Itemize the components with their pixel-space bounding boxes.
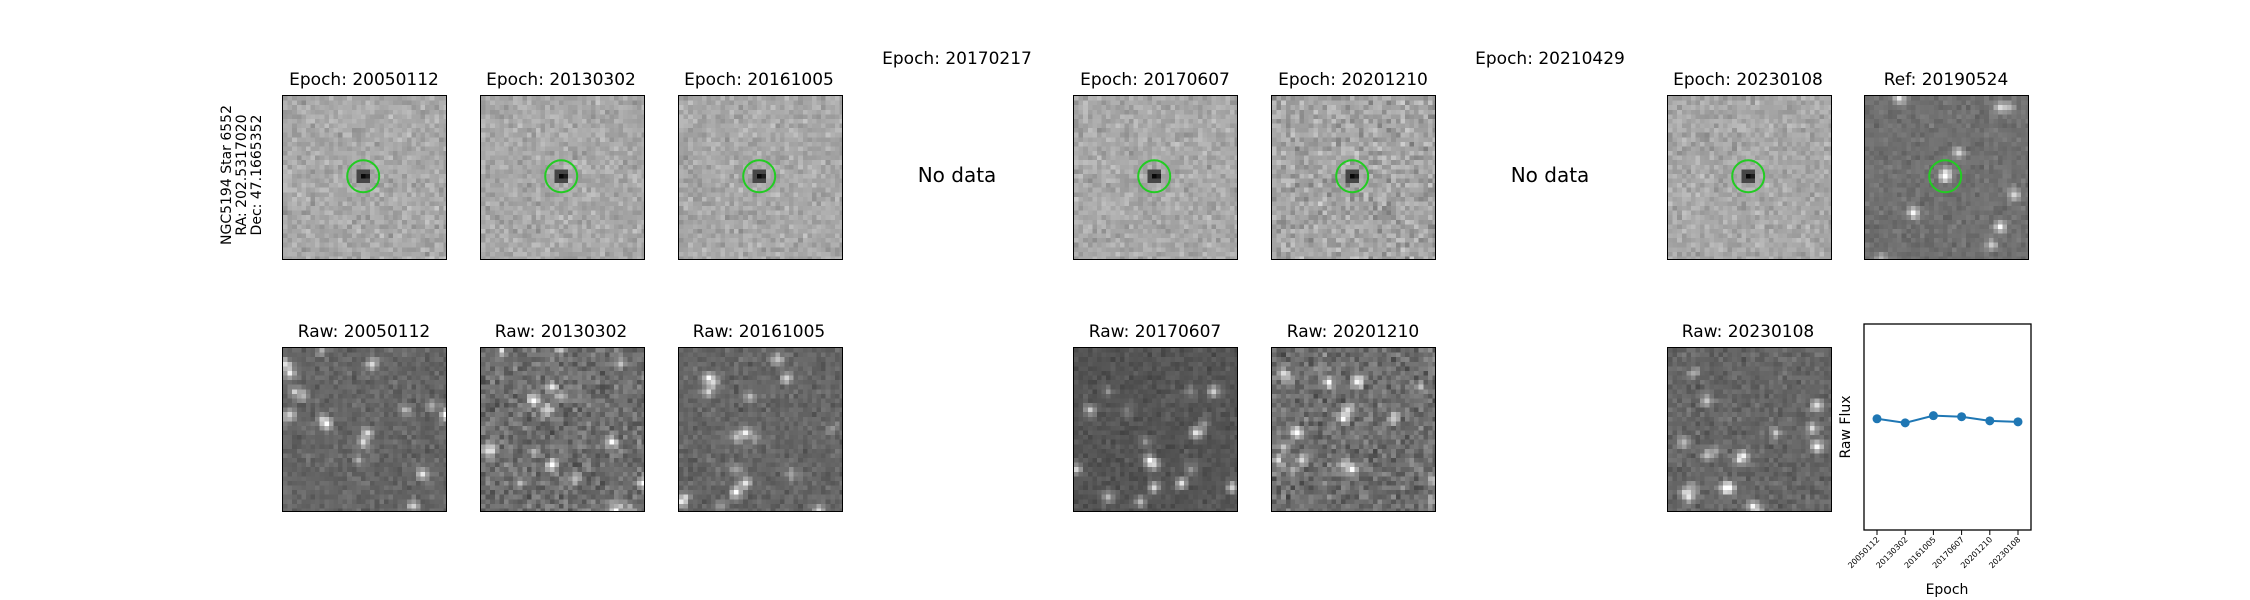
raw-title-2: Raw: 20130302 <box>494 322 628 342</box>
raw-image-1 <box>282 347 447 512</box>
raw-image-3 <box>678 347 843 512</box>
raw-image-5 <box>1271 347 1436 512</box>
no-data-label-2: No data <box>1510 163 1590 187</box>
chart-ylabel: Raw Flux <box>1838 396 1854 459</box>
raw-flux-chart: 2005011220130302201610052017060720201210… <box>1838 323 2032 598</box>
epoch-title-1: Epoch: 20050112 <box>289 70 439 90</box>
difference-image-2 <box>480 95 645 260</box>
star-dec: Dec: 47.1665352 <box>249 114 265 236</box>
raw-title-6: Raw: 20230108 <box>1681 322 1815 342</box>
flux-point <box>1928 411 1938 421</box>
epoch-title-2: Epoch: 20130302 <box>486 70 636 90</box>
chart-xlabel: Epoch <box>1926 582 1969 598</box>
flux-series-line <box>1876 414 2019 424</box>
target-circle-marker <box>1928 159 1963 194</box>
flux-point <box>1957 412 1967 422</box>
raw-title-1: Raw: 20050112 <box>297 322 431 342</box>
raw-image-2 <box>480 347 645 512</box>
star-name: NGC5194 Star 6552 <box>219 105 235 245</box>
flux-point <box>1900 418 1910 428</box>
chart-frame <box>1863 323 2032 531</box>
raw-title-4: Raw: 20170607 <box>1088 322 1222 342</box>
target-circle-marker <box>1731 159 1766 194</box>
difference-image-8 <box>1667 95 1832 260</box>
raw-image-4 <box>1073 347 1238 512</box>
target-circle-marker <box>1335 159 1370 194</box>
difference-image-5 <box>1073 95 1238 260</box>
target-circle-marker <box>1137 159 1172 194</box>
target-circle-marker <box>346 159 381 194</box>
raw-title-3: Raw: 20161005 <box>692 322 826 342</box>
difference-image-3 <box>678 95 843 260</box>
star-ra: RA: 202.5317020 <box>234 114 250 236</box>
reference-image <box>1864 95 2029 260</box>
epoch-title-4: Epoch: 20170217 <box>882 49 1032 69</box>
star-label: NGC5194 Star 6552 RA: 202.5317020 Dec: 4… <box>219 95 265 255</box>
difference-image-1 <box>282 95 447 260</box>
ref-title: Ref: 20190524 <box>1883 70 2009 90</box>
epoch-title-6: Epoch: 20201210 <box>1278 70 1428 90</box>
epoch-title-3: Epoch: 20161005 <box>684 70 834 90</box>
epoch-title-7: Epoch: 20210429 <box>1475 49 1625 69</box>
target-circle-marker <box>742 159 777 194</box>
difference-image-6 <box>1271 95 1436 260</box>
epoch-title-8: Epoch: 20230108 <box>1673 70 1823 90</box>
raw-title-5: Raw: 20201210 <box>1286 322 1420 342</box>
target-circle-marker <box>544 159 579 194</box>
flux-point <box>1872 414 1882 424</box>
epoch-title-5: Epoch: 20170607 <box>1080 70 1230 90</box>
flux-point <box>2013 417 2023 427</box>
raw-image-6 <box>1667 347 1832 512</box>
flux-point <box>1985 416 1995 426</box>
no-data-label-1: No data <box>917 163 997 187</box>
